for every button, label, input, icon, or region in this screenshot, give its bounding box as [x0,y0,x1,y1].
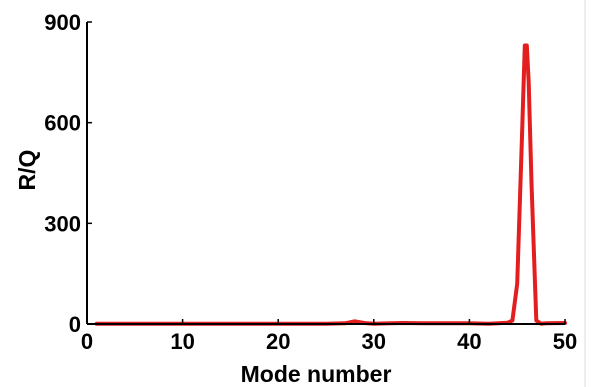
x-tick-label: 40 [457,329,481,354]
y-axis-label: R/Q [14,150,40,191]
y-tick-label: 300 [44,211,81,236]
y-tick-label: 900 [44,10,81,35]
plot-area: 0 10 20 30 40 50 0 300 600 900 Mode number R/Q [14,10,577,387]
x-tick-label: 50 [553,329,577,354]
y-tick-label: 0 [69,312,81,337]
series-line-0 [94,43,567,326]
x-tick-label: 20 [266,329,290,354]
x-tick-label: 30 [362,329,386,354]
y-tick-label: 600 [44,111,81,136]
x-axis-label: Mode number [241,361,392,387]
x-tick-label: 10 [170,329,194,354]
x-tick-label: 0 [81,329,93,354]
